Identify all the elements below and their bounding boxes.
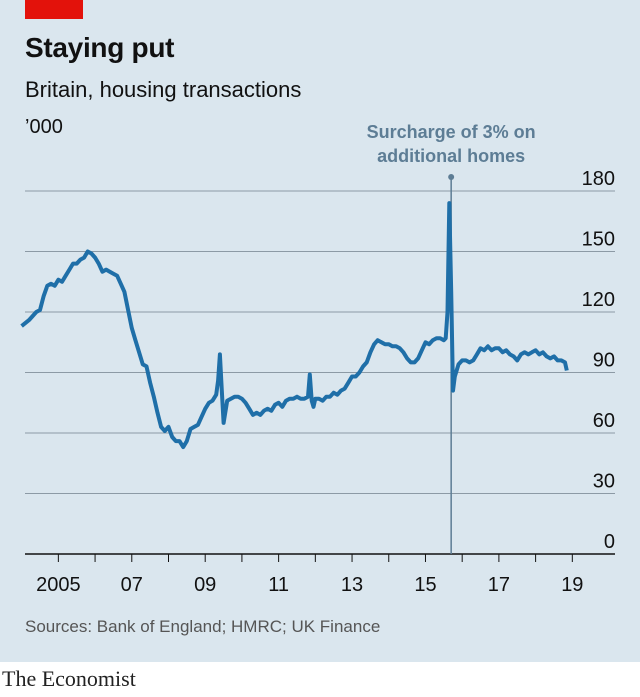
x-tick-label: 15 [414,574,436,596]
x-tick-label: 07 [121,574,143,596]
y-tick-label: 150 [582,229,615,251]
x-tick-label: 09 [194,574,216,596]
y-tick-label: 90 [593,350,615,372]
chart-subtitle: Britain, housing transactions [25,77,302,102]
x-tick-label: 13 [341,574,363,596]
line-chart: 0 30 60 90 120 150 180 2005 07 09 11 13 15 17 19 Surcha… [20,122,615,596]
series-line [20,201,569,450]
annotation-label: additional homes [377,146,525,166]
economist-logo-text: The Economist [2,666,136,691]
y-tick-label: 0 [604,531,615,553]
x-tick-label: 2005 [36,574,81,596]
x-tick-label: 17 [488,574,510,596]
x-tick-label: 19 [561,574,583,596]
chart-panel: Staying put Britain, housing transaction… [0,0,640,662]
chart-title: Staying put [25,32,175,63]
y-tick-label: 120 [582,289,615,311]
source-note: Sources: Bank of England; HMRC; UK Finan… [25,617,381,636]
y-tick-label: 60 [593,410,615,432]
y-tick-label: 30 [593,471,615,493]
annotation-label: Surcharge of 3% on [367,122,536,142]
unit-label: ’000 [25,116,63,138]
annotation-dot [448,174,455,180]
brand-red-tab [25,0,83,19]
y-tick-label: 180 [582,168,615,190]
x-tick-label: 11 [268,574,289,596]
